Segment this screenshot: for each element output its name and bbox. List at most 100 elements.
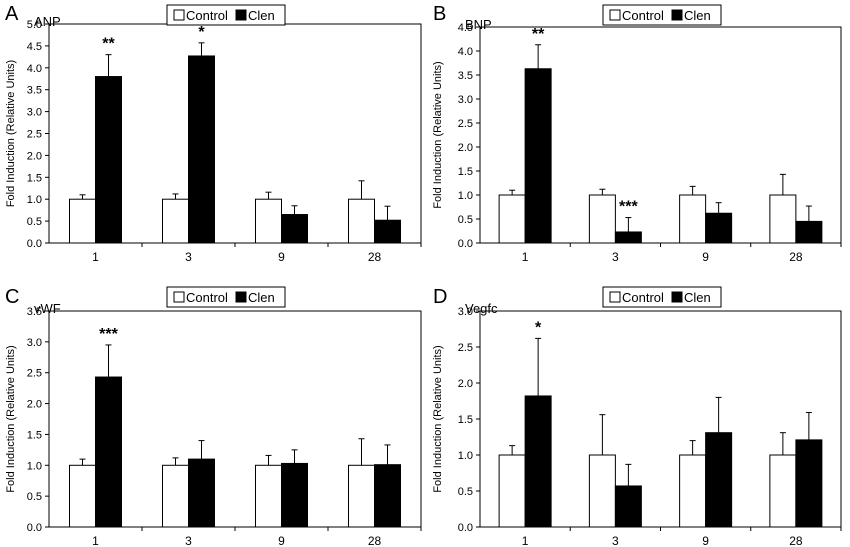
chart-panel-b: B BNP Fold Induction (Relative Units) 0.0 0.…: [432, 3, 842, 264]
significance-marker: **: [102, 36, 115, 53]
bar-control: [588, 194, 616, 244]
legend-box: [166, 4, 286, 26]
y-tick-label: 3.0: [27, 337, 42, 349]
significance-marker: *: [198, 24, 205, 41]
significance-marker: *: [535, 319, 542, 336]
y-tick-label: 2.0: [27, 150, 42, 162]
legend-swatch-control: [609, 291, 621, 303]
legend-swatch-clen: [671, 291, 683, 303]
y-tick-label: 0.0: [27, 238, 42, 250]
y-tick-label: 1.0: [27, 460, 42, 472]
y-tick-label: 4.0: [27, 63, 42, 75]
bar-control: [255, 464, 282, 528]
x-tick-label: 28: [368, 250, 382, 264]
x-tick-label: 28: [368, 534, 382, 547]
chart-panel-d: D Vegfc Fold Induction (Relative Units) 0.0…: [432, 286, 842, 547]
bar-clen: [374, 464, 401, 528]
y-tick-label: 4.5: [27, 41, 42, 53]
y-tick-label: 4.5: [458, 22, 473, 34]
y-tick-label: 0.5: [27, 491, 42, 503]
bar-clen: [795, 220, 823, 244]
bar-control: [162, 198, 189, 244]
y-tick-label: 0.0: [458, 238, 473, 250]
legend-swatch-control: [173, 9, 185, 21]
bar-clen: [95, 376, 122, 528]
x-tick-label: 1: [522, 534, 529, 547]
legend-label-clen: Clen: [684, 290, 711, 305]
bar-control: [69, 198, 96, 244]
y-tick-label: 1.5: [27, 172, 42, 184]
bar-clen: [614, 231, 642, 244]
legend-label-control: Control: [622, 290, 664, 305]
y-tick-label: 3.0: [458, 94, 473, 106]
y-tick-label: 0.0: [458, 522, 473, 534]
legend-label-clen: Clen: [684, 8, 711, 23]
legend-box: [166, 286, 286, 308]
chart-title: ANP: [34, 14, 61, 29]
y-tick-label: 5.0: [27, 19, 42, 31]
bar-control: [679, 194, 707, 244]
bar-control: [588, 454, 616, 528]
bar-clen: [795, 439, 823, 528]
legend: Control Clen: [166, 286, 286, 308]
panel-letter: D: [433, 286, 447, 308]
y-tick-label: 2.5: [458, 118, 473, 130]
bar-clen: [614, 485, 642, 528]
bar-clen: [374, 219, 401, 244]
y-tick-label: 1.5: [27, 429, 42, 441]
x-tick-label: 3: [185, 534, 192, 547]
x-tick-label: 9: [702, 534, 709, 547]
x-tick-label: 9: [278, 534, 285, 547]
y-tick-label: 0.5: [458, 214, 473, 226]
bar-clen: [281, 214, 308, 244]
legend-swatch-clen: [671, 9, 683, 21]
bar-clen: [524, 395, 552, 528]
chart-title: vWF: [34, 301, 61, 316]
x-tick-label: 3: [612, 534, 619, 547]
significance-marker: **: [532, 26, 545, 43]
bar-control: [679, 454, 707, 528]
y-axis-label: Fold Induction (Relative Units): [432, 345, 444, 492]
x-tick-label: 3: [612, 250, 619, 264]
y-tick-label: 1.5: [458, 414, 473, 426]
x-tick-label: 28: [789, 250, 803, 264]
y-tick-label: 3.5: [458, 70, 473, 82]
panel-letter: B: [433, 3, 446, 25]
bar-clen: [524, 68, 552, 244]
panel-letter: A: [5, 3, 19, 25]
legend-box: [602, 4, 722, 26]
bar-clen: [281, 462, 308, 528]
bar-clen: [188, 55, 215, 244]
y-tick-label: 0.5: [458, 486, 473, 498]
y-tick-label: 1.0: [458, 450, 473, 462]
y-tick-label: 0.0: [27, 522, 42, 534]
bar-clen: [705, 432, 733, 528]
legend-label-clen: Clen: [248, 8, 275, 23]
bar-control: [69, 464, 96, 528]
y-tick-label: 4.0: [458, 46, 473, 58]
chart-panel-a: A ANP Fold Induction (Relative Units) 0.0 0.…: [5, 3, 422, 264]
x-tick-label: 3: [185, 250, 192, 264]
legend: Control Clen: [602, 286, 722, 308]
x-tick-label: 28: [789, 534, 803, 547]
y-tick-label: 2.0: [458, 378, 473, 390]
panel-letter: C: [5, 286, 19, 308]
legend: Control Clen: [602, 4, 722, 26]
y-tick-label: 1.5: [458, 166, 473, 178]
chart-title: BNP: [465, 17, 492, 32]
y-tick-label: 2.0: [27, 399, 42, 411]
y-tick-label: 2.5: [27, 129, 42, 141]
x-tick-label: 1: [92, 534, 99, 547]
bar-control: [769, 454, 797, 528]
y-tick-label: 3.0: [27, 107, 42, 119]
bar-control: [769, 194, 797, 244]
y-tick-label: 2.5: [27, 368, 42, 380]
y-tick-label: 1.0: [458, 190, 473, 202]
y-tick-label: 3.5: [27, 306, 42, 318]
bar-clen: [95, 76, 122, 244]
y-tick-label: 2.0: [458, 142, 473, 154]
x-tick-label: 1: [522, 250, 529, 264]
x-tick-label: 9: [702, 250, 709, 264]
